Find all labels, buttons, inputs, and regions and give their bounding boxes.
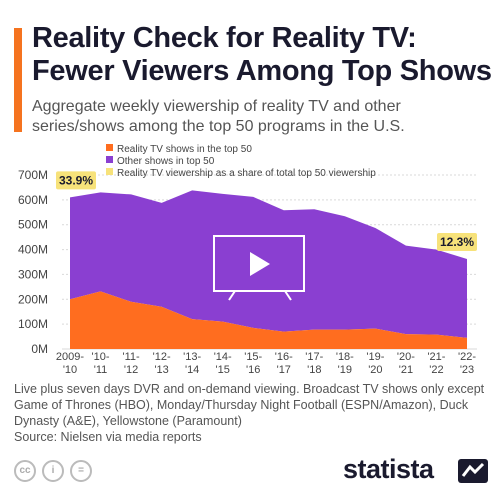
play-icon xyxy=(250,252,270,276)
share-annotation-box xyxy=(56,171,96,190)
y-tick-label: 300M xyxy=(18,267,48,281)
title-accent-bar xyxy=(14,28,22,132)
x-tick-label: '21-'22 xyxy=(427,351,445,376)
legend-swatch xyxy=(106,156,113,163)
x-tick-label: '19-'20 xyxy=(366,351,384,376)
statista-logo[interactable]: statista xyxy=(343,454,434,484)
x-tick-label: '13-'14 xyxy=(183,351,201,376)
chart-footnote: Live plus seven days DVR and on-demand v… xyxy=(14,382,485,428)
legend-label: Other shows in top 50 xyxy=(117,156,215,167)
x-tick-label: '16-'17 xyxy=(275,351,293,376)
statista-logo-mark-icon xyxy=(458,459,488,483)
page-subtitle: Aggregate weekly viewership of reality T… xyxy=(32,98,405,135)
x-tick-label: '18-'19 xyxy=(336,351,354,376)
x-tick-label: '15-'16 xyxy=(244,351,262,376)
legend-label: Reality TV viewership as a share of tota… xyxy=(117,168,376,179)
x-tick-label: '10-'11 xyxy=(92,351,110,376)
legend-swatch xyxy=(106,168,113,175)
y-tick-label: 500M xyxy=(18,218,48,232)
x-tick-label: '14-'15 xyxy=(214,351,232,376)
license-icons: cc i = xyxy=(14,460,92,482)
video-stand-icon xyxy=(228,290,292,301)
y-tick-label: 200M xyxy=(18,292,48,306)
page-title: Reality Check for Reality TV: Fewer View… xyxy=(32,22,492,87)
series-area-reality-tv xyxy=(70,291,467,349)
chart-source: Source: Nielsen via media reports xyxy=(14,430,202,444)
video-frame-icon xyxy=(213,235,305,292)
y-tick-label: 600M xyxy=(18,193,48,207)
y-tick-label: 0M xyxy=(31,342,48,356)
y-tick-label: 700M xyxy=(18,168,48,182)
share-annotation-box xyxy=(437,233,477,252)
by-icon[interactable]: i xyxy=(42,460,64,482)
x-tick-label: '22-'23 xyxy=(458,351,476,376)
legend-label: Reality TV shows in the top 50 xyxy=(117,144,252,155)
y-tick-label: 100M xyxy=(18,317,48,331)
cc-icon[interactable]: cc xyxy=(14,460,36,482)
legend-swatch xyxy=(106,144,113,151)
x-tick-label: 2009-'10 xyxy=(56,351,84,376)
share-annotation-label: 12.3% xyxy=(440,235,474,249)
x-tick-label: '12-'13 xyxy=(153,351,171,376)
nd-icon[interactable]: = xyxy=(70,460,92,482)
x-tick-label: '17-'18 xyxy=(305,351,323,376)
x-tick-label: '11-'12 xyxy=(122,351,140,376)
share-annotation-label: 33.9% xyxy=(59,173,93,187)
x-tick-label: '20-'21 xyxy=(397,351,415,376)
y-tick-label: 400M xyxy=(18,243,48,257)
